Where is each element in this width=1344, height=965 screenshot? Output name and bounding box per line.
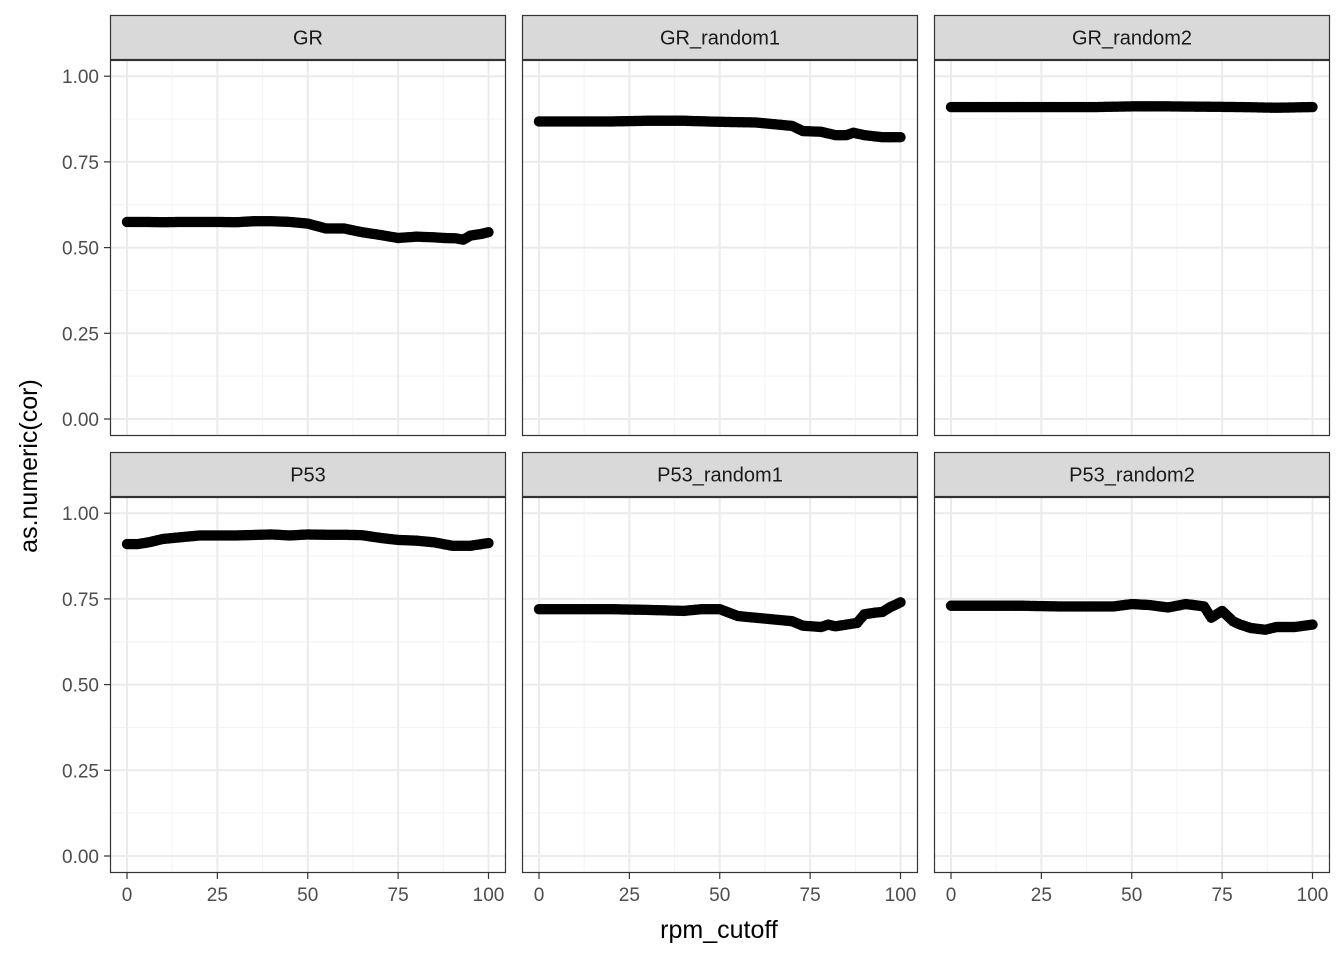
y-tick-label: 1.00 <box>62 67 99 88</box>
y-axis-title: as.numeric(cor) <box>15 379 43 553</box>
facet-strip-label: P53_random2 <box>1069 465 1195 487</box>
x-tick-label: 50 <box>709 885 730 906</box>
panel-border <box>109 59 507 437</box>
data-point <box>1307 619 1318 630</box>
x-tick-label: 100 <box>885 885 917 906</box>
facet-panel: GR 0.00 0.25 0.50 0.75 1.00 <box>62 14 507 437</box>
y-tick-label: 0.75 <box>62 153 99 174</box>
facet-strip-label: GR_random1 <box>660 28 780 50</box>
panel-border <box>109 496 507 874</box>
y-tick-label: 0.00 <box>62 847 99 868</box>
facet-strip-label: GR <box>293 28 323 50</box>
x-tick-label: 25 <box>1031 885 1052 906</box>
y-tick-label: 0.50 <box>62 676 99 697</box>
data-point <box>895 132 906 143</box>
x-axis-title: rpm_cutoff <box>660 916 778 944</box>
facet-strip <box>109 14 507 61</box>
x-tick-label: 25 <box>619 885 640 906</box>
facet-strip <box>521 451 919 498</box>
data-point <box>483 226 494 238</box>
facet-panel: GR_random1 <box>521 14 919 437</box>
facet-panel: P53_random2 0 25 50 75 100 <box>933 451 1331 906</box>
data-point <box>483 537 494 549</box>
y-tick-label: 0.25 <box>62 324 99 345</box>
facet-strip <box>933 451 1331 498</box>
facet-panel: GR_random2 <box>933 14 1331 437</box>
x-tick-label: 100 <box>473 885 505 906</box>
facet-strip-label: GR_random2 <box>1072 28 1192 50</box>
x-tick-label: 0 <box>534 885 545 906</box>
x-tick-label: 0 <box>122 885 133 906</box>
y-tick-label: 0.50 <box>62 239 99 260</box>
panel-border <box>521 496 919 874</box>
data-point <box>895 597 906 608</box>
facet-strip <box>521 14 919 61</box>
y-tick-label: 0.75 <box>62 590 99 611</box>
y-tick-label: 1.00 <box>62 504 99 525</box>
panel-border <box>933 496 1331 874</box>
panel-border <box>521 59 919 437</box>
x-tick-label: 75 <box>1212 885 1233 906</box>
panel-border <box>933 59 1331 437</box>
x-tick-label: 25 <box>207 885 228 906</box>
facet-strip <box>933 14 1331 61</box>
facet-strip <box>109 451 507 498</box>
x-tick-label: 100 <box>1297 885 1329 906</box>
facet-strip-label: P53 <box>290 465 326 487</box>
x-tick-label: 50 <box>297 885 318 906</box>
x-tick-label: 75 <box>388 885 409 906</box>
data-point <box>1307 101 1318 113</box>
facet-panel: P53_random1 0 25 50 75 100 <box>521 451 919 906</box>
y-tick-label: 0.00 <box>62 410 99 431</box>
x-tick-label: 0 <box>946 885 957 906</box>
facet-strip-label: P53_random1 <box>657 465 783 487</box>
x-tick-label: 75 <box>800 885 821 906</box>
y-tick-label: 0.25 <box>62 761 99 782</box>
facet-panel: P53 0.00 0.25 0.50 0.75 1.00 0 25 50 75 100 <box>62 451 507 906</box>
x-tick-label: 50 <box>1121 885 1142 906</box>
